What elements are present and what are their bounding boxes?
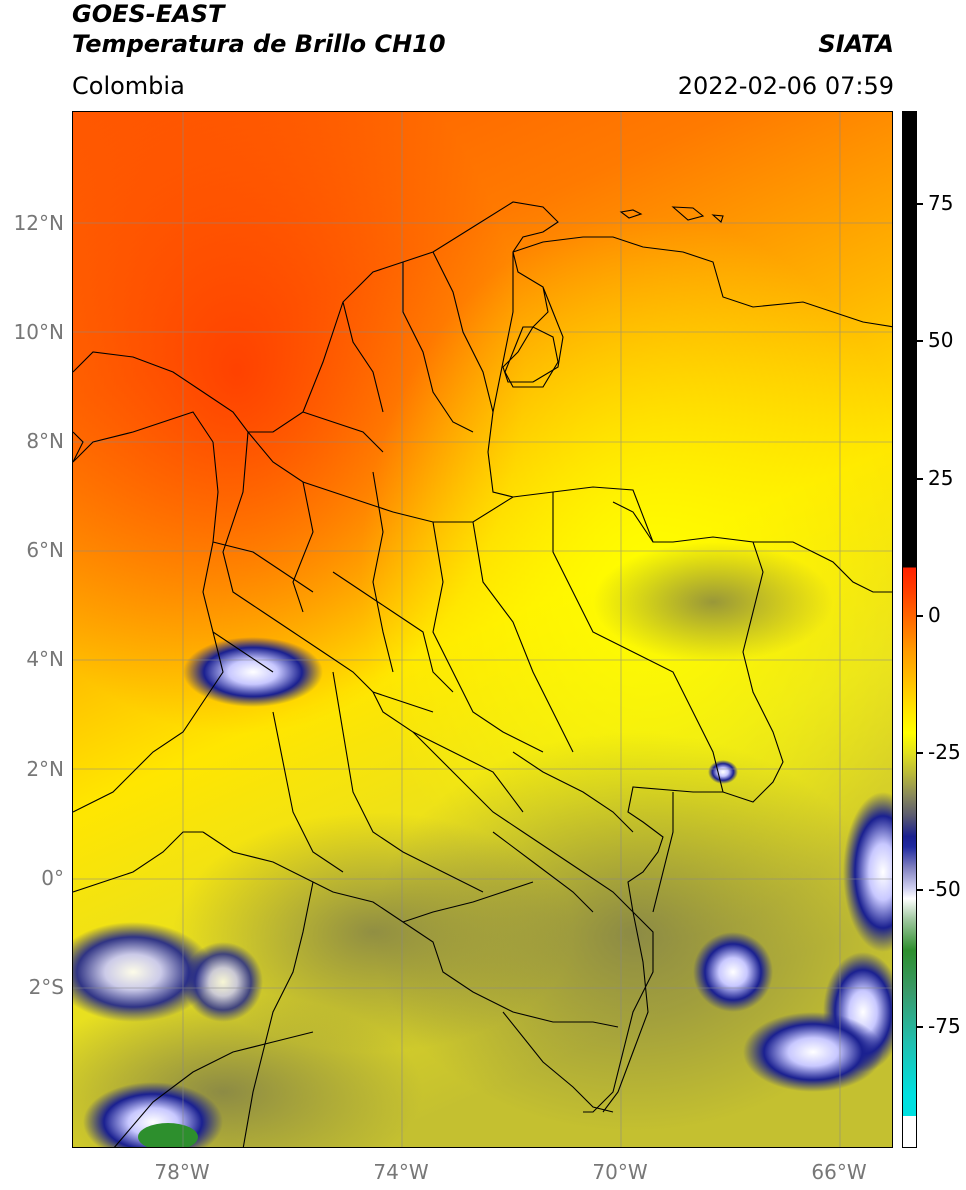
cbar-label-m50: -50 [928, 877, 961, 901]
cbar-label-0: 0 [928, 603, 941, 627]
cbar-tick-50 [917, 340, 923, 342]
cbar-tick-0 [917, 615, 923, 617]
colorbar [902, 111, 917, 1148]
cbar-label-m75: -75 [928, 1014, 961, 1038]
cbar-tick-75 [917, 203, 923, 205]
cbar-tick-m75 [917, 1026, 923, 1028]
satellite-title: GOES-EAST [72, 0, 225, 28]
lon-label-70w: 70°W [592, 1160, 648, 1184]
lat-label-12n: 12°N [13, 211, 64, 235]
lat-label-6n: 6°N [26, 538, 64, 562]
cbar-label-25: 25 [928, 466, 954, 490]
lat-label-4n: 4°N [26, 647, 64, 671]
lat-label-2n: 2°N [26, 757, 64, 781]
cbar-label-50: 50 [928, 328, 954, 352]
lon-label-66w: 66°W [811, 1160, 867, 1184]
lat-label-2s: 2°S [28, 975, 64, 999]
cbar-tick-m50 [917, 889, 923, 891]
brand-label: SIATA [818, 30, 894, 58]
cbar-tick-m25 [917, 752, 923, 754]
map-canvas [73, 112, 892, 1147]
cbar-label-m25: -25 [928, 740, 961, 764]
lat-label-0: 0° [41, 866, 64, 890]
region-label: Colombia [72, 72, 185, 100]
lat-label-8n: 8°N [26, 429, 64, 453]
lat-label-10n: 10°N [13, 320, 64, 344]
product-title: Temperatura de Brillo CH10 [72, 30, 446, 58]
cbar-label-75: 75 [928, 191, 954, 215]
map-panel [72, 111, 893, 1148]
cbar-tick-25 [917, 478, 923, 480]
lon-label-74w: 74°W [373, 1160, 429, 1184]
lon-label-78w: 78°W [154, 1160, 210, 1184]
timestamp-label: 2022-02-06 07:59 [677, 72, 894, 100]
